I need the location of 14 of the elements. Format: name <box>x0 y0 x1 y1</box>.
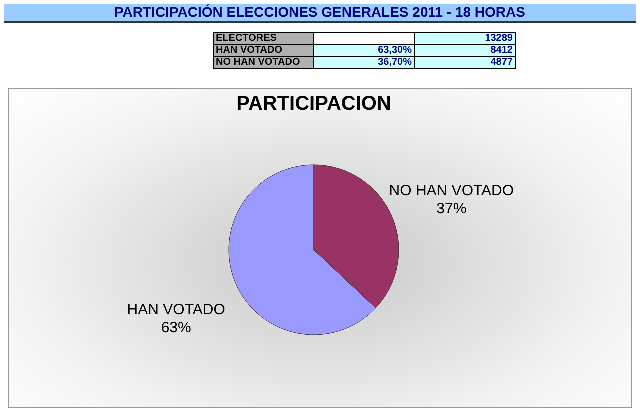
text: 36,70% <box>314 56 414 68</box>
chart-title: PARTICIPACIÓN ELECCIONES GENERALES 2011 - 18 HORAS <box>4 4 636 23</box>
text: ELECTORES <box>214 32 314 44</box>
slice-label: HAN VOTADO <box>127 302 226 319</box>
data-label: 37% <box>436 200 467 218</box>
data-label: 63% <box>161 320 192 337</box>
category-label: HAN VOTADO <box>216 45 282 56</box>
text: 63,30% <box>314 44 414 56</box>
text: 13289 <box>414 32 516 44</box>
text: 8412 <box>414 44 516 56</box>
text: 4877 <box>414 56 516 68</box>
chart-subtitle: PARTICIPACION <box>236 93 392 115</box>
category-label: NO HAN VOTADO <box>216 57 300 68</box>
slice-label: NO HAN VOTADO <box>389 182 514 200</box>
